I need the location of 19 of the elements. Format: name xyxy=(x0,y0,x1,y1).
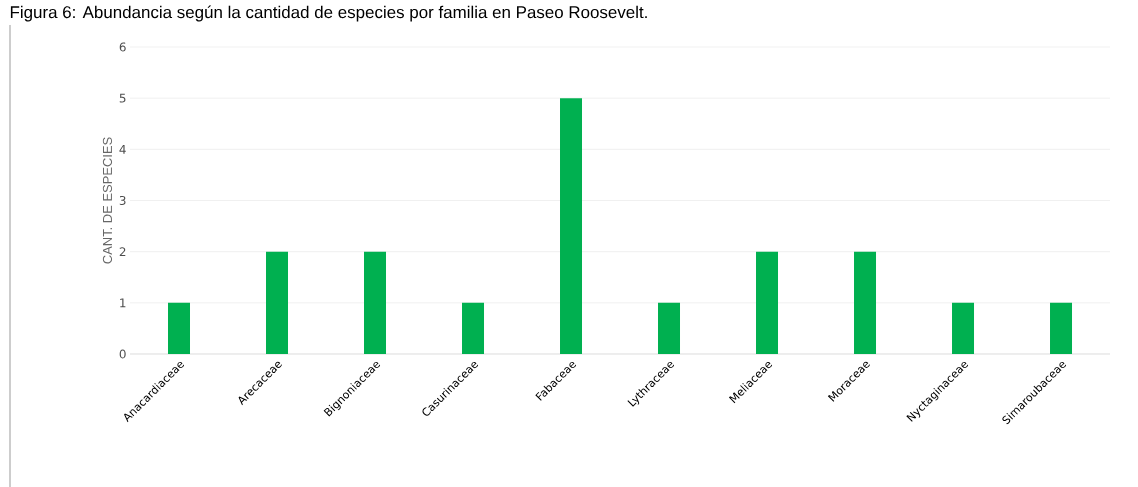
y-tick-label: 1 xyxy=(120,298,126,308)
y-tick-label: 5 xyxy=(119,93,126,103)
y-tick-label: 4 xyxy=(119,144,126,154)
bar xyxy=(952,302,975,354)
y-tick-label: 6 xyxy=(119,42,126,52)
y-tick-label: 3 xyxy=(119,195,126,206)
chart-title: Figura 6: Abundancia según la cantidad de especies por familia en Paseo Roosevelt. xyxy=(10,5,647,22)
bar xyxy=(854,251,877,354)
bar xyxy=(1050,302,1073,354)
bar xyxy=(462,302,485,354)
bar xyxy=(168,302,190,354)
bar xyxy=(364,251,386,354)
bar xyxy=(756,251,779,354)
bar xyxy=(266,251,288,354)
y-axis-title: CANT. DE ESPECIES xyxy=(102,137,113,264)
y-tick-label: 0 xyxy=(119,349,126,359)
bar xyxy=(560,98,583,354)
bar xyxy=(658,302,681,354)
y-tick-label: 2 xyxy=(119,247,126,257)
